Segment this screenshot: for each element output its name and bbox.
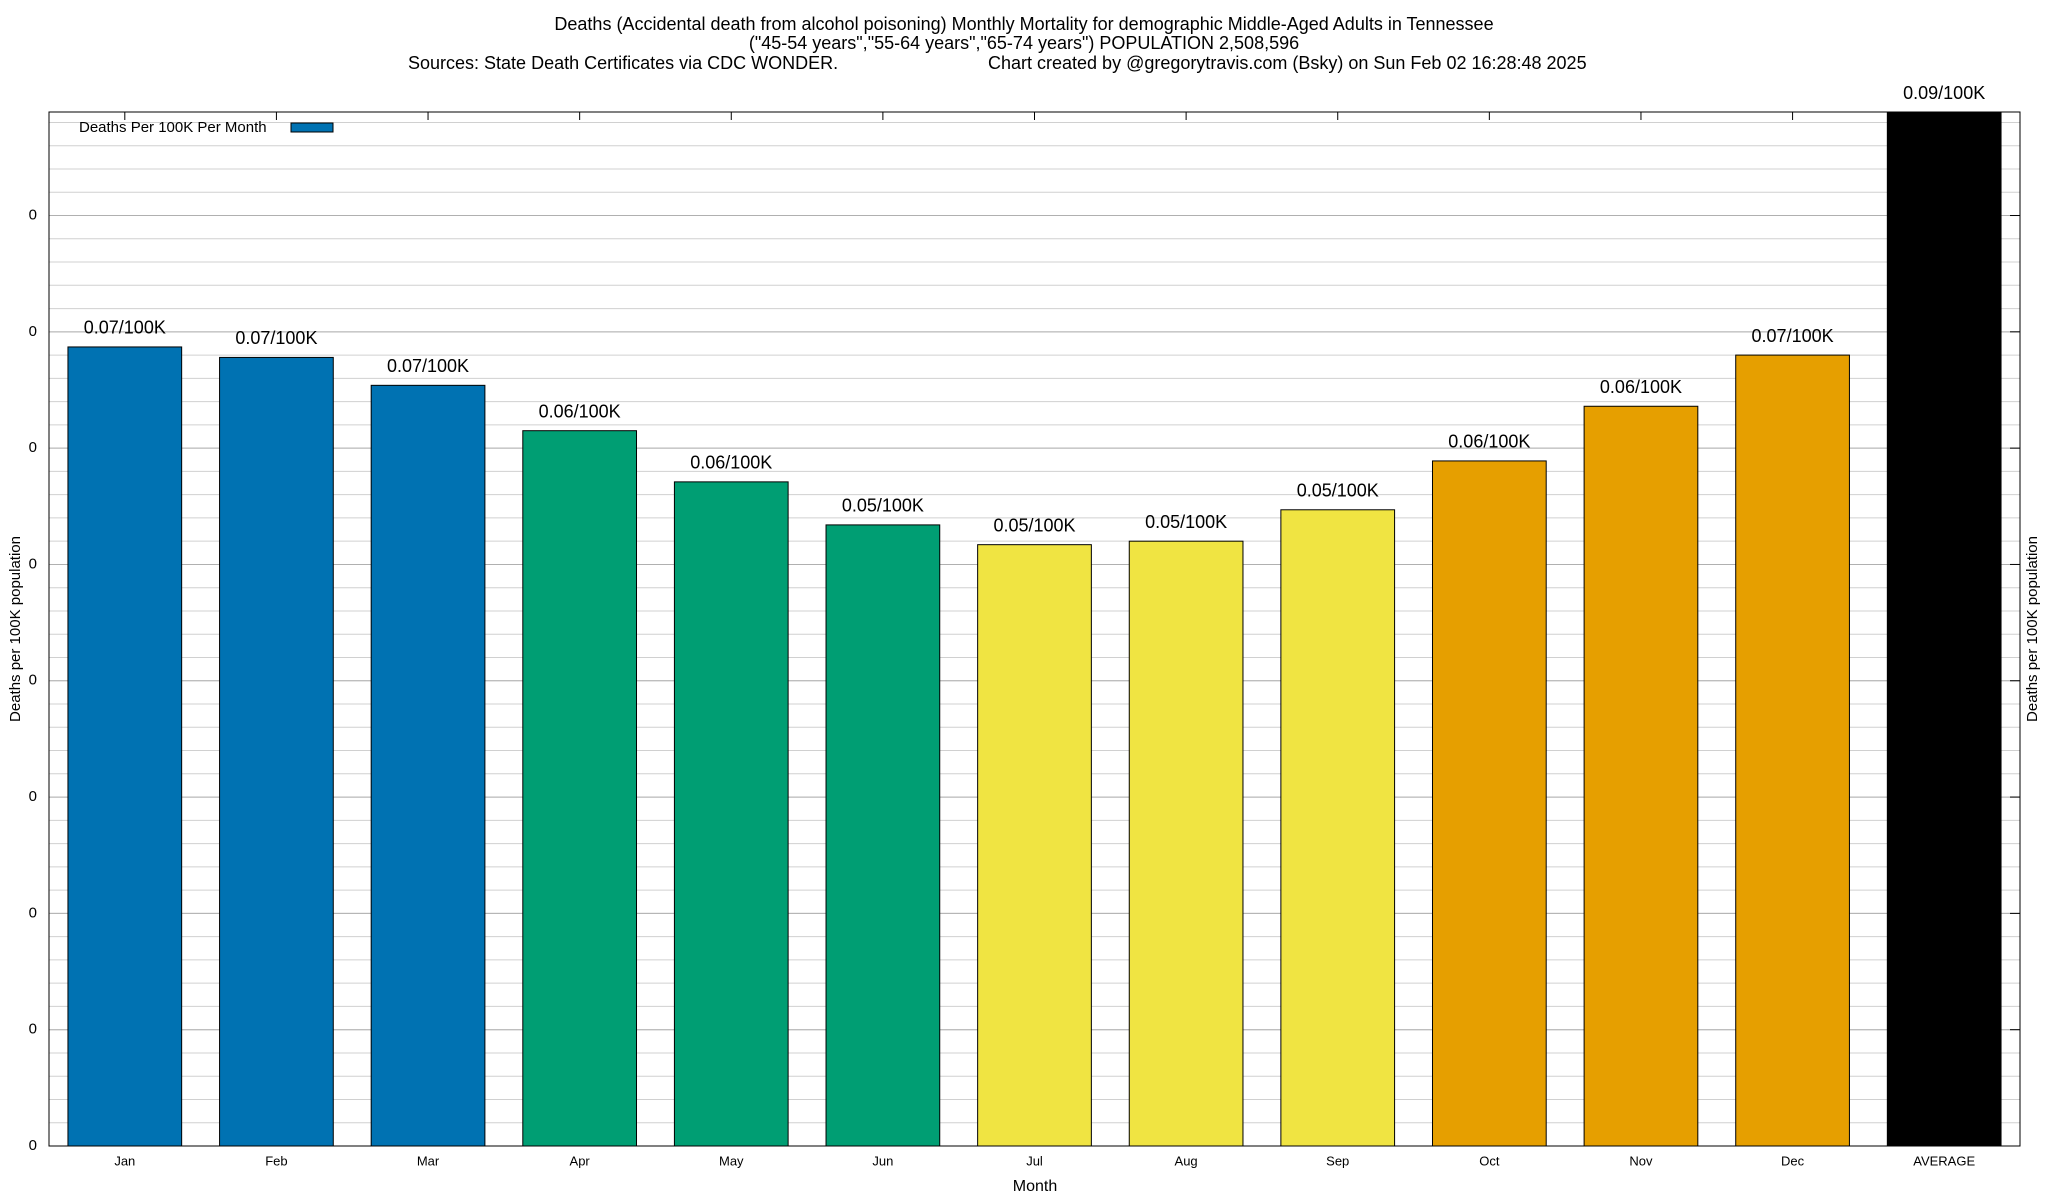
x-axis-label: Month [1013,1178,1057,1195]
x-tick-label: AVERAGE [1913,1153,1975,1168]
legend-swatch [290,122,334,133]
y-tick-label: 0 [29,1137,37,1154]
bar [1886,111,2002,1147]
x-tick-label: Dec [1781,1153,1805,1168]
x-tick-label: Jun [872,1153,893,1168]
legend-label: Deaths Per 100K Per Month [79,119,267,136]
bar [1583,405,1699,1147]
x-tick-label: Jan [114,1153,135,1168]
x-tick-label: Aug [1175,1153,1198,1168]
y-tick-label: 0 [29,904,37,921]
bar [219,356,334,1147]
x-tick-label: Nov [1629,1153,1653,1168]
value-label: 0.05/100K [993,515,1075,535]
bar [370,384,486,1147]
bar [1280,509,1396,1147]
bar [67,346,183,1147]
value-label: 0.07/100K [84,318,166,338]
y-tick-label: 0 [29,206,37,223]
bar [977,544,1092,1147]
sources: Sources: State Death Certificates via CD… [408,53,838,73]
y-tick-label: 0 [29,1021,37,1038]
y-tick-label: 0 [29,323,37,340]
bar [1735,354,1850,1147]
value-label: 0.07/100K [387,356,469,376]
value-label: 0.05/100K [1145,512,1227,532]
y-tick-label: 0 [29,672,37,689]
y-axis-label: Deaths per 100K population [7,536,24,722]
value-label: 0.06/100K [539,401,621,421]
value-label: 0.06/100K [1600,377,1682,397]
x-tick-label: Jul [1026,1153,1043,1168]
y-tick-label: 0 [29,788,37,805]
value-label: 0.06/100K [690,453,772,473]
value-label: 0.06/100K [1448,432,1530,452]
y-tick-label: 0 [29,439,37,456]
value-label: 0.07/100K [235,328,317,348]
x-tick-label: Mar [417,1153,440,1168]
credit: Chart created by @gregorytravis.com (Bsk… [988,53,1587,73]
value-label: 0.09/100K [1903,83,1985,103]
chart-subtitle: ("45-54 years","55-64 years","65-74 year… [749,33,1299,53]
plot-frame [48,111,2021,1147]
bar [673,481,789,1147]
y-tick-label: 0 [29,555,37,572]
bar [825,524,941,1147]
bar [1431,460,1547,1147]
bar [1128,540,1244,1147]
value-label: 0.07/100K [1752,326,1834,346]
x-tick-label: May [719,1153,744,1168]
x-tick-label: Oct [1479,1153,1500,1168]
chart-title: Deaths (Accidental death from alcohol po… [554,14,1493,34]
value-label: 0.05/100K [1297,481,1379,501]
x-tick-label: Sep [1326,1153,1349,1168]
y2-axis-label: Deaths per 100K population [2024,536,2041,722]
x-tick-label: Apr [570,1153,591,1168]
bar [522,430,638,1147]
value-label: 0.05/100K [842,496,924,516]
x-tick-label: Feb [265,1153,287,1168]
